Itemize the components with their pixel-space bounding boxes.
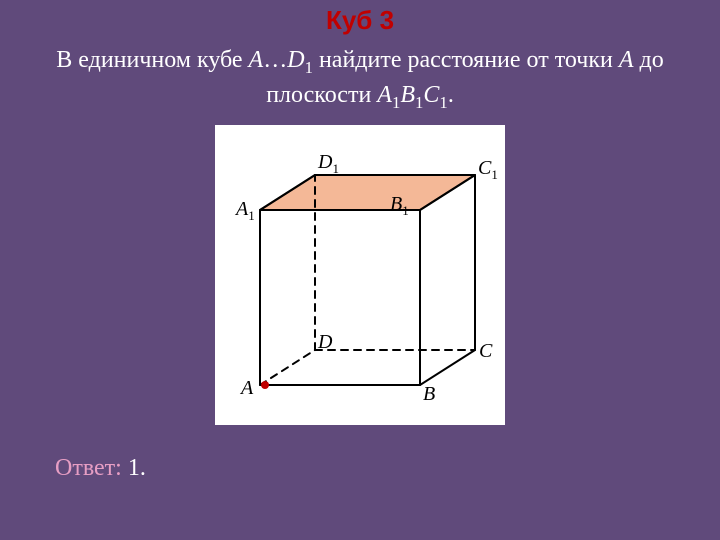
p-pc: C: [423, 82, 439, 108]
lbl-D1: D1: [318, 151, 339, 177]
lbl-B: B: [423, 383, 435, 406]
slide-title: Куб 3: [0, 0, 720, 36]
p-pcs: 1: [439, 93, 447, 112]
cube-figure: A B C D A1 B1 C1 D1: [215, 125, 505, 425]
p-pa: A: [377, 82, 392, 108]
p-mid1: найдите расстояние от точки: [313, 47, 619, 73]
p-prefix: В единичном кубе: [56, 47, 248, 73]
figure-container: A B C D A1 B1 C1 D1: [0, 125, 720, 425]
p-ell: …: [263, 47, 287, 73]
cube-svg: [215, 125, 505, 425]
lbl-C: C: [479, 340, 492, 363]
p-var1b: D: [287, 47, 304, 73]
p-var2: A: [619, 47, 634, 73]
title-text: Куб 3: [326, 5, 394, 35]
p-var1a: A: [249, 47, 264, 73]
lbl-D: D: [318, 331, 332, 354]
lbl-B1: B1: [390, 193, 409, 219]
p-pb: B: [400, 82, 415, 108]
p-sub1: 1: [305, 58, 313, 77]
problem-statement: В единичном кубе A…D1 найдите расстояние…: [0, 36, 720, 115]
lbl-C1: C1: [478, 157, 498, 183]
lbl-A1: A1: [236, 198, 255, 224]
answer-line: Ответ: 1.: [55, 455, 146, 482]
answer-label: Ответ:: [55, 455, 122, 481]
p-period: .: [448, 82, 454, 108]
lbl-A: A: [241, 377, 253, 400]
answer-value: 1.: [128, 455, 146, 481]
